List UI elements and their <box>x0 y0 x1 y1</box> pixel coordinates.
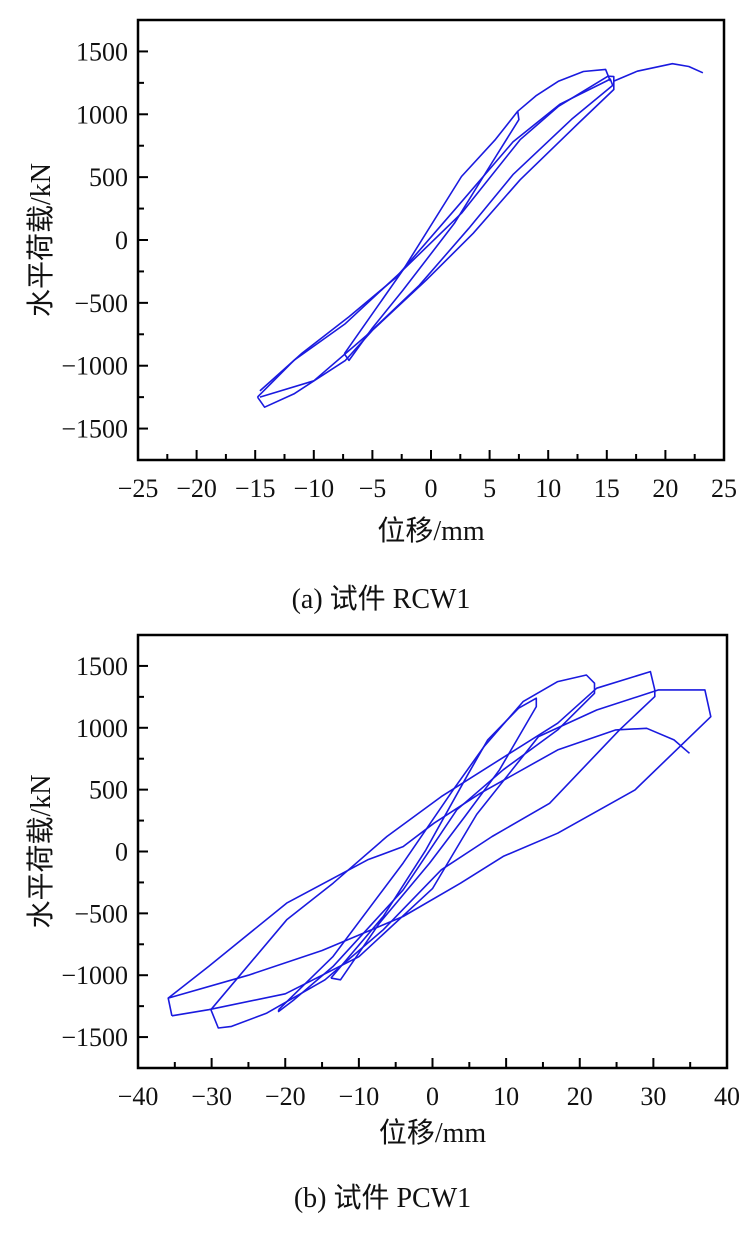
x-tick-label: 25 <box>711 474 737 503</box>
x-tick-label: −20 <box>176 474 217 503</box>
x-tick-label: −20 <box>265 1082 306 1111</box>
x-axis-title: 位移/mm <box>379 1117 487 1149</box>
x-tick-label: −25 <box>118 474 159 503</box>
plot-frame <box>136 633 729 1070</box>
y-tick-label: −1000 <box>61 352 128 381</box>
x-tick-label: −5 <box>359 474 387 503</box>
series-line-final-cycle <box>167 727 691 999</box>
y-tick-label: −1000 <box>61 961 128 990</box>
series-line-cycle-30mm <box>210 670 656 1029</box>
y-axis-title: 水平荷载/kN <box>25 163 57 317</box>
series-line-first-excursion <box>517 68 612 112</box>
series-line-final-push <box>613 62 704 82</box>
y-tick-label: −500 <box>74 899 128 928</box>
series-line-cycle-22mm <box>277 674 596 1013</box>
figure-caption: (b) 试件 PCW1 <box>294 1182 471 1214</box>
y-tick-label: 1000 <box>76 100 128 129</box>
x-tick-label: −40 <box>118 1082 159 1111</box>
x-tick-label: 5 <box>483 474 496 503</box>
y-tick-label: 500 <box>89 776 128 805</box>
y-tick-label: −1500 <box>61 415 128 444</box>
x-tick-label: −30 <box>191 1082 232 1111</box>
x-tick-label: 40 <box>714 1082 740 1111</box>
y-tick-label: 1500 <box>76 652 128 681</box>
series-line-cycle-15mm <box>256 75 615 409</box>
x-tick-label: −10 <box>339 1082 380 1111</box>
plot-frame <box>136 18 726 462</box>
x-tick-label: 15 <box>594 474 620 503</box>
series-line-cycle-14mm <box>330 697 538 981</box>
x-tick-label: 0 <box>425 474 438 503</box>
y-tick-label: 0 <box>115 226 128 255</box>
y-tick-label: 1000 <box>76 714 128 743</box>
figure-caption: (a) 试件 RCW1 <box>292 583 471 615</box>
y-tick-label: −500 <box>74 289 128 318</box>
x-tick-label: 30 <box>640 1082 666 1111</box>
x-tick-label: 20 <box>567 1082 593 1111</box>
x-tick-label: 10 <box>535 474 561 503</box>
y-tick-label: 1500 <box>76 37 128 66</box>
x-tick-label: 0 <box>426 1082 439 1111</box>
y-tick-label: 500 <box>89 163 128 192</box>
y-axis-title: 水平荷载/kN <box>25 774 57 928</box>
series-line-cycle-15mm-b <box>259 78 614 398</box>
series-line-cycle-37mm <box>167 689 712 1017</box>
y-tick-label: 0 <box>115 838 128 867</box>
x-tick-label: −15 <box>235 474 276 503</box>
x-axis-title: 位移/mm <box>377 515 485 547</box>
y-tick-label: −1500 <box>61 1023 128 1052</box>
x-tick-label: 20 <box>652 474 678 503</box>
x-tick-label: 10 <box>493 1082 519 1111</box>
x-tick-label: −10 <box>293 474 334 503</box>
